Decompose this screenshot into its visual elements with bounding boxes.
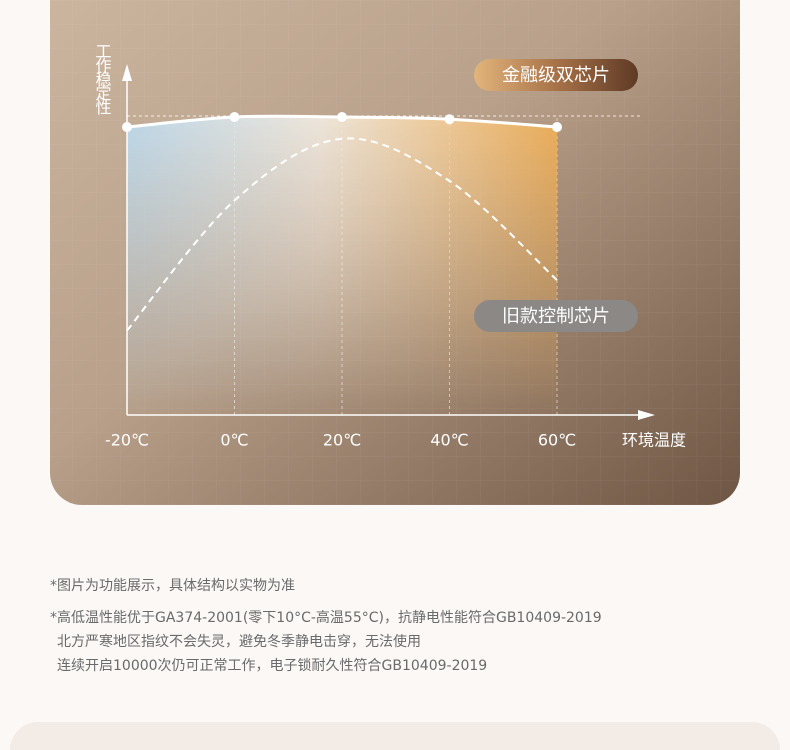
data-point xyxy=(552,122,562,133)
legend-pill xyxy=(474,59,638,91)
footnote: *高低温性能优于GA374-2001(零下10°C-高温55°C)，抗静电性能符… xyxy=(50,610,602,626)
x-tick-label: 60℃ xyxy=(538,431,576,450)
data-point xyxy=(229,111,240,122)
footnote: 连续开启10000次仍可正常工作，电子锁耐久性符合GB10409-2019 xyxy=(57,658,488,674)
footnote: 北方严寒地区指纹不会失灵，避免冬季静电击穿，无法使用 xyxy=(57,634,421,650)
y-axis-label: 工作稳定性 xyxy=(93,43,112,115)
x-tick-label: 40℃ xyxy=(430,431,468,450)
next-card xyxy=(10,722,780,750)
series-area xyxy=(127,116,557,415)
legend-label: 金融级双芯片 xyxy=(502,65,610,86)
footnote: *图片为功能展示，具体结构以实物为准 xyxy=(50,578,295,594)
legend-pill xyxy=(474,300,638,332)
legend-label: 旧款控制芯片 xyxy=(502,306,610,327)
data-point xyxy=(444,114,455,125)
y-axis-arrow xyxy=(122,64,132,81)
data-point xyxy=(337,111,347,122)
x-tick-label: -20℃ xyxy=(105,431,149,450)
x-tick-label: 20℃ xyxy=(323,431,361,450)
series-line xyxy=(126,137,558,332)
x-axis-arrow xyxy=(638,410,655,420)
x-axis-label: 环境温度 xyxy=(622,431,686,450)
x-tick-label: 0℃ xyxy=(220,431,248,450)
